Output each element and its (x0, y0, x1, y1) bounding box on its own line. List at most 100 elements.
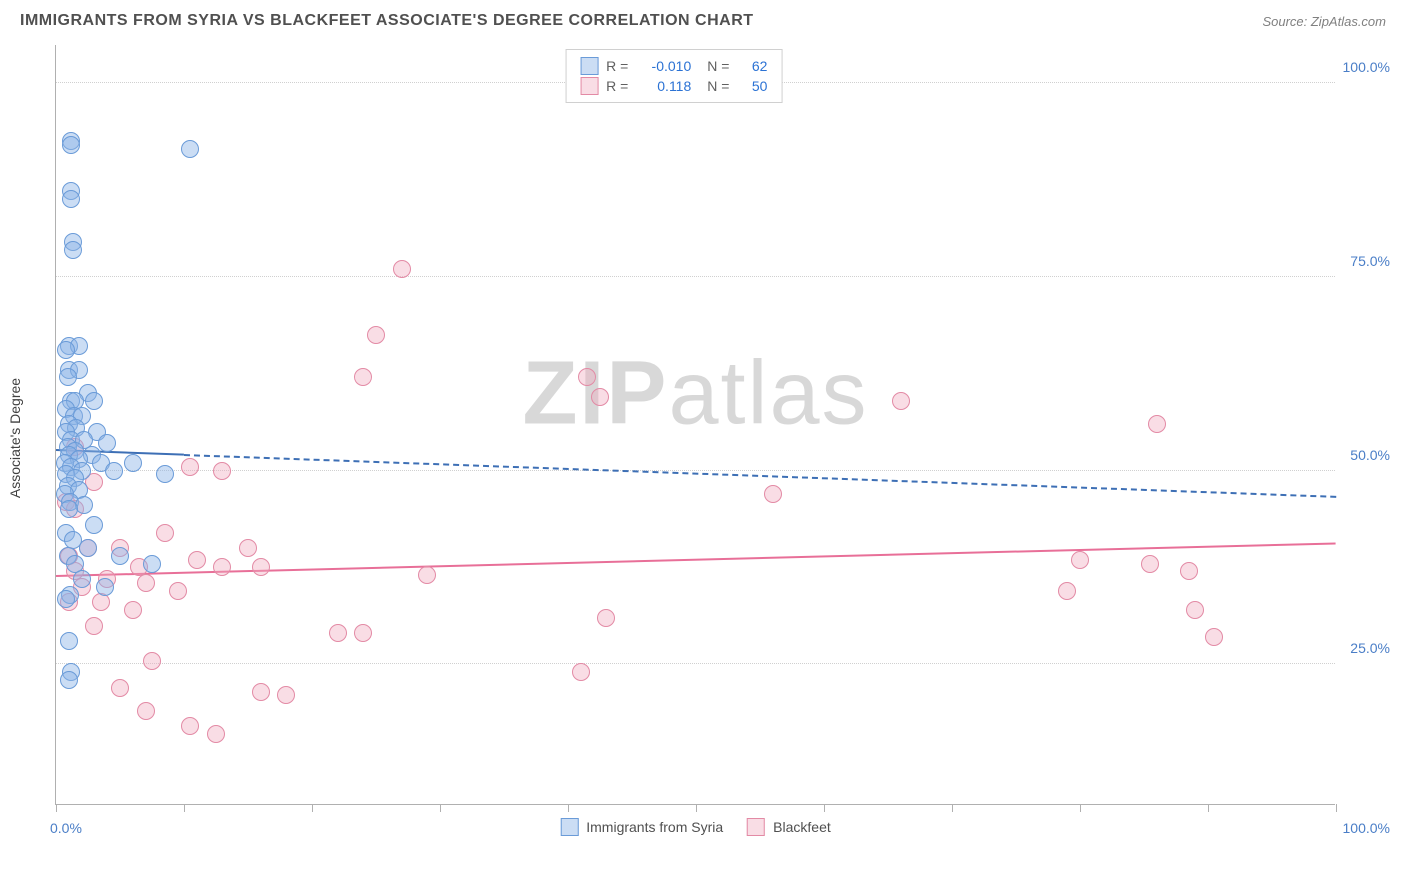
x-axis-max-label: 100.0% (1343, 820, 1390, 836)
data-point-syria (60, 632, 78, 650)
data-point-syria (57, 590, 75, 608)
data-point-blackfeet (277, 686, 295, 704)
data-point-blackfeet (1141, 555, 1159, 573)
legend-stats: R = -0.010 N = 62 R = 0.118 N = 50 (565, 49, 782, 103)
legend-item-blackfeet: Blackfeet (747, 818, 831, 836)
data-point-blackfeet (213, 558, 231, 576)
data-point-syria (62, 190, 80, 208)
legend-swatch-syria (580, 57, 598, 75)
legend-item-syria: Immigrants from Syria (560, 818, 723, 836)
data-point-blackfeet (137, 574, 155, 592)
x-tick (568, 804, 569, 812)
data-point-syria (98, 434, 116, 452)
data-point-blackfeet (354, 368, 372, 386)
data-point-blackfeet (207, 725, 225, 743)
watermark: ZIPatlas (522, 343, 868, 446)
legend-swatch-blackfeet (580, 77, 598, 95)
data-point-syria (75, 496, 93, 514)
data-point-syria (156, 465, 174, 483)
legend-stats-row-syria: R = -0.010 N = 62 (580, 56, 767, 76)
data-point-blackfeet (137, 702, 155, 720)
data-point-syria (57, 341, 75, 359)
data-point-blackfeet (354, 624, 372, 642)
legend-r-label: R = (606, 78, 628, 94)
data-point-blackfeet (1058, 582, 1076, 600)
data-point-syria (124, 454, 142, 472)
data-point-blackfeet (156, 524, 174, 542)
data-point-blackfeet (393, 260, 411, 278)
y-tick-label: 75.0% (1340, 253, 1390, 269)
data-point-blackfeet (597, 609, 615, 627)
x-tick (952, 804, 953, 812)
data-point-blackfeet (169, 582, 187, 600)
legend-series: Immigrants from Syria Blackfeet (560, 818, 831, 836)
legend-n-label: N = (707, 58, 729, 74)
data-point-blackfeet (181, 458, 199, 476)
gridline (56, 663, 1335, 664)
source-name: ZipAtlas.com (1311, 14, 1386, 29)
data-point-blackfeet (578, 368, 596, 386)
data-point-blackfeet (572, 663, 590, 681)
header: IMMIGRANTS FROM SYRIA VS BLACKFEET ASSOC… (0, 0, 1406, 38)
x-tick (312, 804, 313, 812)
data-point-syria (62, 136, 80, 154)
data-point-syria (111, 547, 129, 565)
data-point-blackfeet (329, 624, 347, 642)
data-point-blackfeet (239, 539, 257, 557)
data-point-syria (105, 462, 123, 480)
data-point-syria (96, 578, 114, 596)
x-axis-min-label: 0.0% (50, 820, 82, 836)
data-point-blackfeet (764, 485, 782, 503)
source-attribution: Source: ZipAtlas.com (1262, 14, 1386, 29)
x-tick (1080, 804, 1081, 812)
data-point-syria (79, 539, 97, 557)
data-point-blackfeet (1205, 628, 1223, 646)
plot-area: ZIPatlas R = -0.010 N = 62 R = 0.118 N =… (55, 45, 1335, 805)
legend-r-label: R = (606, 58, 628, 74)
gridline (56, 276, 1335, 277)
data-point-blackfeet (85, 617, 103, 635)
data-point-blackfeet (1148, 415, 1166, 433)
data-point-blackfeet (252, 683, 270, 701)
chart-title: IMMIGRANTS FROM SYRIA VS BLACKFEET ASSOC… (20, 12, 754, 30)
data-point-blackfeet (418, 566, 436, 584)
data-point-blackfeet (591, 388, 609, 406)
data-point-blackfeet (1071, 551, 1089, 569)
gridline (56, 470, 1335, 471)
legend-n-value-syria: 62 (737, 58, 767, 74)
legend-stats-row-blackfeet: R = 0.118 N = 50 (580, 76, 767, 96)
data-point-blackfeet (92, 593, 110, 611)
x-tick (56, 804, 57, 812)
legend-swatch-blackfeet (747, 818, 765, 836)
data-point-blackfeet (1180, 562, 1198, 580)
y-tick-label: 25.0% (1340, 640, 1390, 656)
data-point-syria (85, 392, 103, 410)
legend-n-label: N = (707, 78, 729, 94)
chart-container: Associate's Degree ZIPatlas R = -0.010 N… (55, 45, 1385, 830)
x-tick (696, 804, 697, 812)
data-point-blackfeet (188, 551, 206, 569)
y-axis-title: Associate's Degree (7, 377, 23, 497)
data-point-blackfeet (892, 392, 910, 410)
data-point-blackfeet (111, 679, 129, 697)
data-point-blackfeet (1186, 601, 1204, 619)
data-point-blackfeet (213, 462, 231, 480)
legend-r-value-blackfeet: 0.118 (636, 78, 691, 94)
data-point-syria (60, 671, 78, 689)
data-point-syria (73, 570, 91, 588)
data-point-syria (60, 500, 78, 518)
source-label: Source: (1262, 14, 1310, 29)
data-point-syria (181, 140, 199, 158)
legend-label-blackfeet: Blackfeet (773, 819, 831, 835)
x-tick (1208, 804, 1209, 812)
data-point-blackfeet (143, 652, 161, 670)
x-tick (824, 804, 825, 812)
legend-label-syria: Immigrants from Syria (586, 819, 723, 835)
x-tick (440, 804, 441, 812)
data-point-blackfeet (367, 326, 385, 344)
data-point-syria (64, 241, 82, 259)
data-point-blackfeet (252, 558, 270, 576)
legend-r-value-syria: -0.010 (636, 58, 691, 74)
y-tick-label: 50.0% (1340, 447, 1390, 463)
x-tick (184, 804, 185, 812)
